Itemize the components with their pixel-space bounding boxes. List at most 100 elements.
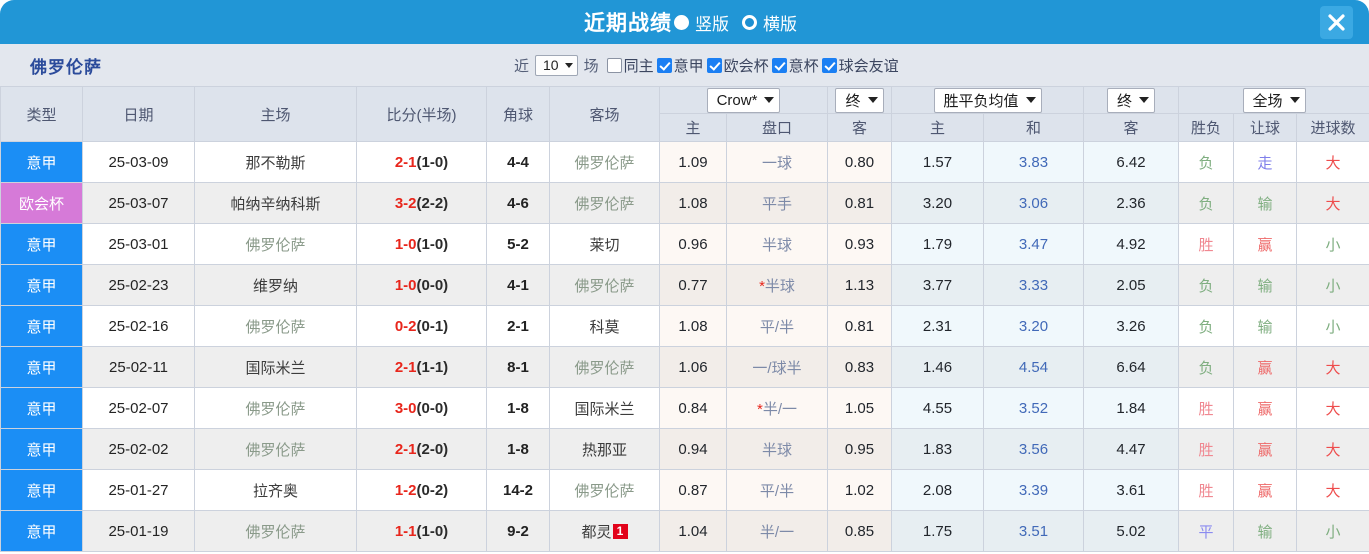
cell-goals-result: 大 [1296, 182, 1369, 224]
cell-eu-draw-odds: 4.54 [982, 346, 1085, 388]
cell-home-team[interactable]: 佛罗伦萨 [194, 428, 357, 470]
cell-date: 25-01-19 [82, 510, 195, 552]
table-row[interactable]: 意甲 25-02-16 佛罗伦萨 0-2(0-1) 2-1 科莫 1.08 平/半 0.81 2.… [0, 305, 1369, 347]
cell-away-team[interactable]: 佛罗伦萨 [549, 182, 660, 224]
eu-period-select[interactable]: 终 [1107, 87, 1156, 113]
cell-type[interactable]: 意甲 [0, 510, 83, 552]
cell-home-team[interactable]: 佛罗伦萨 [194, 387, 357, 429]
cell-corner: 14-2 [486, 469, 550, 511]
cell-away-team[interactable]: 国际米兰 [549, 387, 660, 429]
cell-away-team[interactable]: 佛罗伦萨 [549, 346, 660, 388]
cell-away-team[interactable]: 佛罗伦萨 [549, 264, 660, 306]
cell-away-team[interactable]: 莱切 [549, 223, 660, 265]
cell-type[interactable]: 欧会杯 [0, 182, 83, 224]
cell-asia-handicap: 半球 [726, 428, 828, 470]
same-home-checkbox[interactable] [606, 57, 622, 73]
league-friendly-checkbox[interactable] [821, 57, 837, 73]
cell-score[interactable]: 1-0(0-0) [356, 264, 487, 306]
cell-score[interactable]: 2-1(1-0) [356, 141, 487, 183]
eu-company-select[interactable]: 胜平负均值 [933, 87, 1042, 113]
cell-type[interactable]: 意甲 [0, 305, 83, 347]
cell-score[interactable]: 2-1(2-0) [356, 428, 487, 470]
table-row[interactable]: 意甲 25-02-23 维罗纳 1-0(0-0) 4-1 佛罗伦萨 0.77 *半球 1.13 3… [0, 264, 1369, 306]
cell-goals-result: 大 [1296, 428, 1369, 470]
cell-away-team[interactable]: 都灵 1 [549, 510, 660, 552]
cell-eu-draw-odds: 3.83 [982, 141, 1085, 183]
cell-eu-away-odds: 3.61 [1083, 469, 1180, 511]
table-row[interactable]: 意甲 25-01-27 拉齐奥 1-2(0-2) 14-2 佛罗伦萨 0.87 平/半 1.02… [0, 469, 1369, 511]
col-home: 主场 [194, 86, 357, 142]
eu-period-selector-cell: 终 [1083, 86, 1180, 114]
cell-date: 25-03-09 [82, 141, 195, 183]
cell-asia-home-odds: 0.84 [659, 387, 727, 429]
cell-type[interactable]: 意甲 [0, 387, 83, 429]
cell-type[interactable]: 意甲 [0, 346, 83, 388]
cell-home-team[interactable]: 佛罗伦萨 [194, 510, 357, 552]
cell-handicap-result: 输 [1233, 182, 1298, 224]
filter-league-coppa[interactable]: 意杯 [771, 55, 820, 76]
filter-league-seriea[interactable]: 意甲 [656, 55, 705, 76]
cell-wdl-result: 负 [1178, 182, 1235, 224]
cell-score[interactable]: 1-1(1-0) [356, 510, 487, 552]
cell-score[interactable]: 0-2(0-1) [356, 305, 487, 347]
dialog-titlebar: 近期战绩 竖版 横版 [0, 0, 1369, 44]
cell-score[interactable]: 2-1(1-1) [356, 346, 487, 388]
table-row[interactable]: 意甲 25-03-01 佛罗伦萨 1-0(1-0) 5-2 莱切 0.96 半球 0.93 1.7… [0, 223, 1369, 265]
cell-away-team[interactable]: 佛罗伦萨 [549, 469, 660, 511]
cell-type[interactable]: 意甲 [0, 428, 83, 470]
recent-suffix-label: 场 [583, 57, 599, 75]
table-row[interactable]: 欧会杯 25-03-07 帕纳辛纳科斯 3-2(2-2) 4-6 佛罗伦萨 1.08 平手 0.… [0, 182, 1369, 224]
cell-handicap-result: 走 [1233, 141, 1298, 183]
cell-away-team[interactable]: 佛罗伦萨 [549, 141, 660, 183]
cell-home-team[interactable]: 那不勒斯 [194, 141, 357, 183]
cell-asia-home-odds: 0.96 [659, 223, 727, 265]
league-coppa-label: 意杯 [788, 57, 819, 75]
table-row[interactable]: 意甲 25-02-02 佛罗伦萨 2-1(2-0) 1-8 热那亚 0.94 半球 0.95 1.… [0, 428, 1369, 470]
view-mode-vertical[interactable]: 竖版 [674, 10, 729, 35]
recent-count-select[interactable]: 10 [535, 54, 578, 76]
cell-type[interactable]: 意甲 [0, 223, 83, 265]
cell-date: 25-02-02 [82, 428, 195, 470]
cell-asia-away-odds: 0.80 [827, 141, 892, 183]
cell-away-team[interactable]: 热那亚 [549, 428, 660, 470]
table-row[interactable]: 意甲 25-03-09 那不勒斯 2-1(1-0) 4-4 佛罗伦萨 1.09 一球 0.80 1… [0, 141, 1369, 183]
cell-type[interactable]: 意甲 [0, 264, 83, 306]
cell-home-team[interactable]: 佛罗伦萨 [194, 223, 357, 265]
table-row[interactable]: 意甲 25-01-19 佛罗伦萨 1-1(1-0) 9-2 都灵 1 1.04 半/一 0.85 1… [0, 510, 1369, 552]
cell-home-team[interactable]: 帕纳辛纳科斯 [194, 182, 357, 224]
league-conference-checkbox[interactable] [706, 57, 722, 73]
cell-home-team[interactable]: 拉齐奥 [194, 469, 357, 511]
cell-eu-draw-odds: 3.47 [982, 223, 1085, 265]
asia-period-select[interactable]: 终 [835, 87, 884, 113]
radio-unselected-icon[interactable] [742, 14, 757, 30]
filter-same-home[interactable]: 同主 [606, 55, 655, 76]
cell-home-team[interactable]: 维罗纳 [194, 264, 357, 306]
league-seriea-checkbox[interactable] [656, 57, 672, 73]
result-scope-select[interactable]: 全场 [1242, 87, 1306, 113]
cell-score[interactable]: 3-2(2-2) [356, 182, 487, 224]
close-button[interactable] [1320, 6, 1353, 39]
col-score: 比分(半场) [356, 86, 487, 142]
league-coppa-checkbox[interactable] [771, 57, 787, 73]
cell-goals-result: 大 [1296, 469, 1369, 511]
cell-type[interactable]: 意甲 [0, 469, 83, 511]
cell-away-team[interactable]: 科莫 [549, 305, 660, 347]
cell-home-team[interactable]: 国际米兰 [194, 346, 357, 388]
table-row[interactable]: 意甲 25-02-11 国际米兰 2-1(1-1) 8-1 佛罗伦萨 1.06 一/球半 0.8… [0, 346, 1369, 388]
cell-type[interactable]: 意甲 [0, 141, 83, 183]
cell-score[interactable]: 1-2(0-2) [356, 469, 487, 511]
radio-selected-icon[interactable] [674, 14, 689, 30]
view-mode-horizontal[interactable]: 横版 [742, 10, 797, 35]
table-row[interactable]: 意甲 25-02-07 佛罗伦萨 3-0(0-0) 1-8 国际米兰 0.84 *半/一 1.0… [0, 387, 1369, 429]
cell-goals-result: 大 [1296, 346, 1369, 388]
header-row-group: 类型 日期 主场 比分(半场) 角球 客场 Crow* 终 [0, 86, 1369, 142]
league-conference-label: 欧会杯 [723, 57, 769, 75]
col-eu-draw: 和 [982, 113, 1085, 142]
cell-corner: 1-8 [486, 387, 550, 429]
filter-league-conference[interactable]: 欧会杯 [706, 55, 770, 76]
cell-score[interactable]: 1-0(1-0) [356, 223, 487, 265]
filter-league-friendly[interactable]: 球会友谊 [821, 55, 900, 76]
asia-company-select[interactable]: Crow* [706, 87, 781, 113]
cell-score[interactable]: 3-0(0-0) [356, 387, 487, 429]
cell-home-team[interactable]: 佛罗伦萨 [194, 305, 357, 347]
